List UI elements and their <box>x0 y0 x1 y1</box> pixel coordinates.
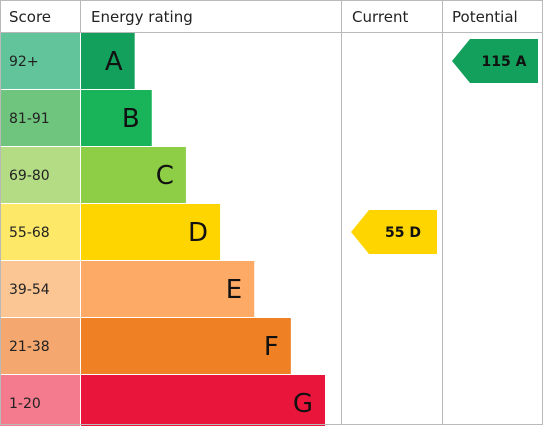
bands-group: 92+ A 81-91 B 69-80 C 55-68 D 39-54 E 21-38 F 1-20 G <box>0 33 325 426</box>
current-rating-label: 55 D <box>385 225 421 241</box>
score-cell-f <box>0 318 80 374</box>
score-cell-c <box>0 147 80 203</box>
score-cell-g <box>0 375 80 426</box>
band-letter-a: A <box>105 47 123 77</box>
score-range-d: 55-68 <box>9 225 50 241</box>
band-letter-b: B <box>122 104 140 134</box>
score-cell-a <box>0 33 80 89</box>
score-range-g: 1-20 <box>9 396 41 412</box>
score-cell-d <box>0 204 80 260</box>
potential-arrow <box>452 39 538 83</box>
band-letter-e: E <box>226 275 242 305</box>
score-header: Score <box>9 8 51 26</box>
band-letter-f: F <box>264 332 279 362</box>
band-bar-b <box>81 90 152 146</box>
score-cell-b <box>0 90 80 146</box>
band-bar-d <box>81 204 221 260</box>
current-arrow <box>351 210 437 254</box>
current-header: Current <box>352 8 408 26</box>
potential-rating-label: 115 A <box>482 54 527 70</box>
score-range-e: 39-54 <box>9 282 50 298</box>
score-range-a: 92+ <box>9 54 39 70</box>
band-bar-c <box>81 147 186 203</box>
score-range-c: 69-80 <box>9 168 50 184</box>
indicators-group: 55 D 115 A <box>351 39 538 254</box>
potential-header: Potential <box>452 8 518 26</box>
score-range-b: 81-91 <box>9 111 50 127</box>
band-letter-d: D <box>188 218 208 248</box>
band-bar-g <box>81 375 325 426</box>
score-range-f: 21-38 <box>9 339 50 355</box>
score-cell-e <box>0 261 80 317</box>
band-bar-f <box>81 318 291 374</box>
band-letter-g: G <box>293 389 313 419</box>
band-bar-e <box>81 261 255 317</box>
energy-rating-header: Energy rating <box>91 8 193 26</box>
band-letter-c: C <box>156 161 174 191</box>
band-bar-a <box>81 33 135 89</box>
